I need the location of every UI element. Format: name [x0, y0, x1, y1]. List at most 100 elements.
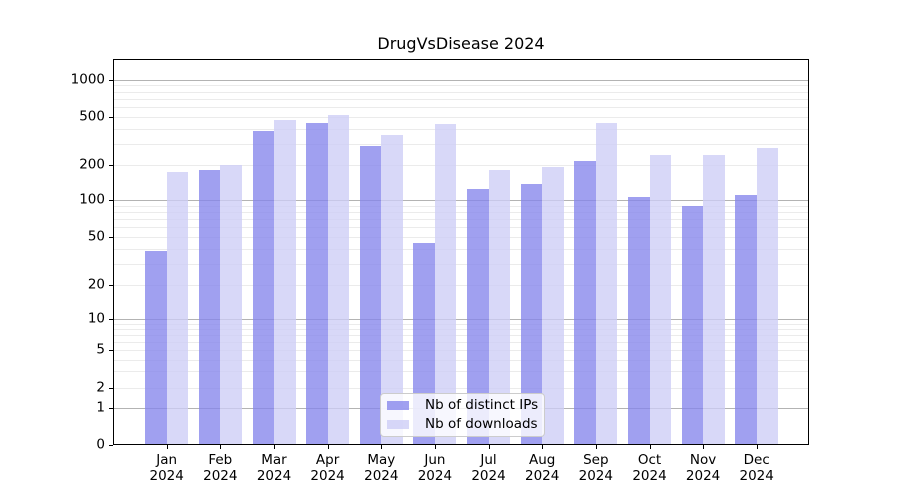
bar-downloads — [381, 134, 403, 445]
gridline-minor — [113, 128, 809, 130]
x-tick-year: 2024 — [632, 467, 667, 484]
gridline-minor — [113, 85, 809, 87]
bar-downloads — [756, 147, 779, 445]
gridline-minor — [113, 91, 809, 93]
y-tick-mark — [109, 388, 113, 389]
x-tick-mark — [274, 445, 275, 449]
x-tick-label: Nov 2024 — [686, 452, 720, 484]
spine-bottom — [113, 444, 809, 445]
x-tick-month: Jul — [480, 452, 497, 468]
x-tick-month: Oct — [637, 452, 662, 468]
x-tick-year: 2024 — [578, 467, 613, 484]
gridline-minor — [113, 324, 809, 325]
bar-downloads — [220, 164, 242, 445]
x-tick-label: Apr 2024 — [310, 452, 345, 484]
gridline-minor — [113, 212, 809, 214]
bar-distinct-ips — [574, 160, 596, 445]
x-tick-mark — [703, 445, 705, 449]
y-tick-mark — [109, 319, 113, 321]
grid-layer — [113, 59, 809, 445]
y-tick-mark — [109, 117, 113, 118]
y-tick-label: 10 — [87, 310, 105, 327]
x-tick-month: Dec — [743, 452, 770, 468]
y-tick-label: 100 — [79, 191, 105, 208]
bar-downloads — [434, 123, 457, 445]
gridline-minor — [113, 248, 809, 250]
bar-distinct-ips — [198, 170, 221, 445]
x-tick-mark — [649, 445, 651, 449]
x-tick-mark — [434, 445, 436, 449]
x-tick-year: 2024 — [739, 467, 774, 484]
bar-downloads — [703, 154, 725, 445]
gridline-minor — [113, 371, 809, 373]
legend-swatch-downloads — [387, 420, 409, 429]
bar-downloads — [274, 119, 296, 445]
bar-distinct-ips — [252, 131, 274, 445]
x-tick-year: 2024 — [364, 467, 399, 484]
gridline-minor — [113, 205, 809, 207]
y-tick-label: 5 — [96, 341, 105, 358]
y-tick-mark — [109, 408, 113, 409]
x-tick-mark — [488, 445, 490, 449]
x-tick-label: May 2024 — [364, 452, 399, 484]
x-tick-year: 2024 — [417, 467, 453, 484]
y-tick-label: 1000 — [70, 70, 105, 87]
bar-distinct-ips — [306, 122, 328, 445]
x-tick-month: Nov — [689, 452, 717, 468]
x-tick-label: Jul 2024 — [471, 452, 506, 484]
legend-item: Nb of downloads — [387, 415, 538, 434]
x-tick-month: Apr — [315, 452, 340, 468]
bar-downloads — [595, 122, 618, 445]
bar-downloads — [488, 169, 510, 445]
x-tick-year: 2024 — [471, 467, 506, 484]
x-tick-mark — [595, 445, 597, 449]
y-tick-label: 200 — [79, 155, 105, 172]
bar-distinct-ips — [467, 188, 489, 445]
y-tick-mark — [109, 79, 113, 81]
spine-right — [808, 59, 809, 445]
y-tick-mark — [109, 164, 113, 166]
y-tick-mark — [109, 200, 113, 202]
x-tick-mark — [756, 445, 758, 449]
gridline-minor — [113, 164, 809, 166]
gridline-minor — [113, 342, 809, 344]
y-tick-label: 1 — [96, 399, 105, 416]
x-tick-year: 2024 — [149, 467, 184, 484]
x-tick-month: May — [367, 452, 396, 468]
plot-area: 0 1 2 5 10 20 50 100 200 500 1000 Jan 2024 Feb 2024 Mar… — [71, 59, 809, 483]
gridline-minor — [113, 350, 809, 352]
gridline-minor — [113, 117, 809, 118]
y-tick-label: 0 — [96, 436, 105, 453]
y-tick-label: 500 — [79, 108, 105, 125]
spine-left — [113, 59, 114, 445]
gridline-major — [113, 200, 809, 202]
gridline-minor — [113, 219, 809, 221]
x-tick-month: Mar — [261, 452, 287, 468]
bar-distinct-ips — [628, 197, 650, 445]
axis-layer: 0 1 2 5 10 20 50 100 200 500 1000 Jan 2024 Feb 2024 Mar… — [71, 59, 809, 483]
gridline-minor — [113, 335, 809, 337]
gridline-minor — [113, 143, 809, 145]
x-tick-mark — [381, 445, 383, 449]
bar-downloads — [542, 167, 564, 445]
bar-downloads — [649, 155, 671, 445]
x-tick-label: Sep 2024 — [578, 452, 613, 484]
gridline-major — [113, 319, 809, 321]
legend: Nb of distinct IPs Nb of downloads — [380, 393, 545, 437]
bars-layer — [113, 59, 809, 445]
spine-top — [113, 59, 809, 60]
bar-distinct-ips — [681, 205, 704, 445]
bar-distinct-ips — [145, 251, 167, 445]
gridline-minor — [113, 284, 809, 286]
bar-distinct-ips — [735, 194, 757, 445]
bar-downloads — [166, 171, 189, 445]
x-tick-mark — [166, 445, 168, 449]
gridline-major — [113, 79, 809, 81]
gridline-minor — [113, 98, 809, 100]
gridline-minor — [113, 107, 809, 109]
gridline-minor — [113, 388, 809, 389]
x-tick-year: 2024 — [310, 467, 345, 484]
x-tick-year: 2024 — [203, 467, 238, 484]
x-tick-label: Feb 2024 — [203, 452, 238, 484]
